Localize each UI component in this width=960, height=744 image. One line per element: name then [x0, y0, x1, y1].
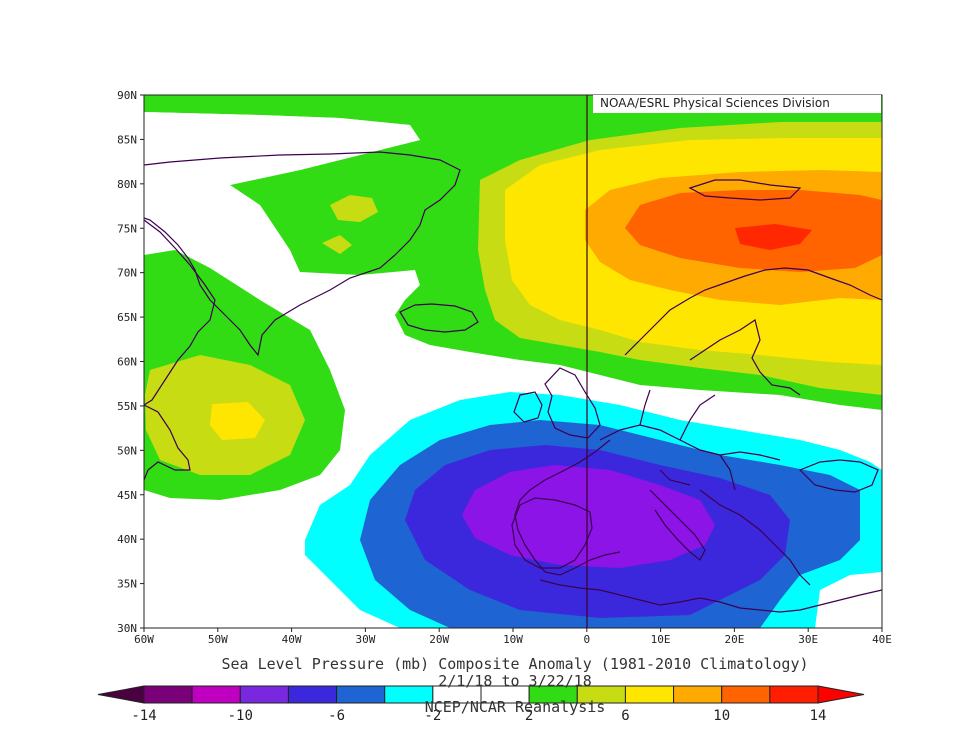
colorbar-label: 2: [525, 708, 533, 724]
coast-iberia: [511, 497, 593, 569]
coast-svalbard: [688, 179, 802, 201]
lon-tick-label: 20E: [724, 633, 744, 646]
contour-positive-greenland-a: [330, 195, 378, 222]
colorbar-label: 14: [810, 708, 827, 724]
coast-balkans: [699, 489, 811, 586]
colorbar-max-arrow: [817, 685, 865, 704]
lon-tick-label: 40E: [872, 633, 892, 646]
colorbar-label: -14: [131, 708, 156, 724]
colorbar-label: 6: [621, 708, 629, 724]
longitude-axis: 60W 50W 40W 30W 20W 10W 0 10E 20E 30E 40E: [134, 628, 892, 646]
lat-tick-label: 55N: [117, 400, 137, 413]
lat-tick-label: 35N: [117, 578, 137, 591]
coast-labrador: [143, 404, 191, 481]
coastlines: [143, 151, 883, 613]
lat-tick-label: 30N: [117, 622, 137, 635]
lon-tick-label: 30E: [798, 633, 818, 646]
coast-black-sea: [798, 459, 879, 493]
coast-greenland: [143, 151, 461, 357]
contour-negative-8: [462, 465, 715, 568]
coast-ireland: [513, 391, 543, 423]
lon-tick-label: 10W: [503, 633, 523, 646]
lon-tick-label: 10E: [651, 633, 671, 646]
coast-europe-west: [514, 439, 621, 576]
colorbar-label: -6: [328, 708, 345, 724]
colorbar-label: 10: [713, 708, 730, 724]
lat-tick-label: 40N: [117, 533, 137, 546]
lat-tick-label: 65N: [117, 311, 137, 324]
contour-positive-west-10: [210, 402, 265, 440]
lon-tick-label: 50W: [208, 633, 228, 646]
colorbar: -14 -10 -6 -2 2 6 10 14: [97, 685, 865, 724]
lat-tick-label: 60N: [117, 356, 137, 369]
lon-tick-label: 20W: [429, 633, 449, 646]
colorbar-label: -2: [424, 708, 441, 724]
anomaly-contours: [144, 95, 882, 628]
map-title: Sea Level Pressure (mb) Composite Anomal…: [221, 655, 809, 673]
date-range: 2/1/18 to 3/22/18: [438, 672, 592, 690]
lat-tick-label: 50N: [117, 444, 137, 457]
coast-iceland: [399, 303, 479, 333]
lat-tick-label: 75N: [117, 222, 137, 235]
source-label: NCEP/NCAR Reanalysis: [424, 698, 606, 716]
credit-label: NOAA/ESRL Physical Sciences Division: [600, 96, 830, 110]
lat-tick-label: 85N: [117, 133, 137, 146]
coast-uk: [544, 367, 601, 439]
coast-canada: [143, 219, 216, 406]
lon-tick-label: 40W: [282, 633, 302, 646]
coast-africa: [539, 579, 883, 613]
lat-tick-label: 70N: [117, 267, 137, 280]
lon-tick-label: 60W: [134, 633, 154, 646]
coast-italy: [649, 489, 706, 561]
lon-tick-label: 0: [583, 633, 590, 646]
colorbar-label: -10: [228, 708, 253, 724]
lon-tick-label: 30W: [355, 633, 375, 646]
latitude-axis: 90N 85N 80N 75N 70N 65N 60N 55N 50N 45N 40N 35N 30N: [117, 89, 144, 635]
lat-tick-label: 90N: [117, 89, 137, 102]
coast-baltic: [689, 319, 801, 396]
borders-europe: [599, 389, 781, 491]
lat-tick-label: 80N: [117, 178, 137, 191]
credit-box: [593, 95, 881, 113]
contour-near-zero-north: [144, 112, 420, 240]
lat-tick-label: 45N: [117, 489, 137, 502]
contour-positive-greenland-b: [322, 235, 352, 254]
contour-positive-16: [735, 224, 812, 250]
coast-scandinavia: [624, 267, 883, 356]
